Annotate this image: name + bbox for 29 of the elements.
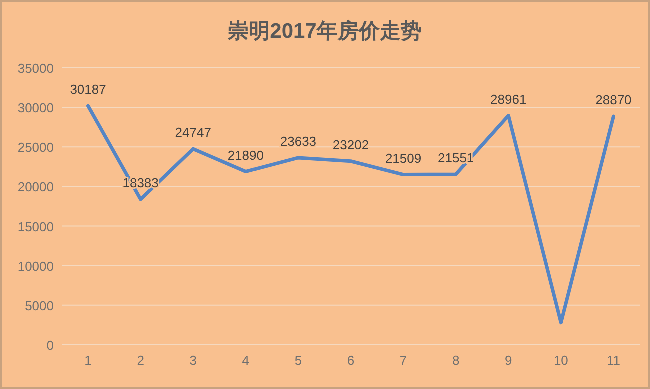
data-label: 28961 <box>490 92 527 107</box>
chart-title: 崇明2017年房价走势 <box>227 19 422 43</box>
data-label: 23202 <box>332 137 370 152</box>
y-tick-label: 30000 <box>18 100 54 116</box>
line-series <box>86 104 616 325</box>
x-tick-label: 5 <box>294 353 302 368</box>
y-tick-label: 0 <box>46 338 54 353</box>
x-tick-label: 1 <box>84 353 92 368</box>
y-tick-label: 25000 <box>18 140 54 156</box>
x-tick-label: 10 <box>554 353 568 368</box>
y-tick-label: 10000 <box>18 258 54 274</box>
data-label: 23633 <box>280 134 317 149</box>
x-tick-label: 11 <box>606 353 620 368</box>
y-tick-label: 15000 <box>18 219 54 234</box>
x-tick-label: 8 <box>452 353 460 368</box>
y-tick-label: 35000 <box>18 61 54 76</box>
x-tick-label: 6 <box>347 353 355 368</box>
data-label: 21509 <box>385 150 422 166</box>
y-tick-label: 5000 <box>25 298 54 314</box>
data-label: 28870 <box>596 92 632 108</box>
x-tick-label: 2 <box>137 353 144 368</box>
data-label: 24747 <box>175 125 212 140</box>
data-label: 21890 <box>228 148 264 163</box>
y-tick-label: 20000 <box>18 180 54 195</box>
x-tick-label: 9 <box>505 353 512 368</box>
x-tick-label: 4 <box>242 353 250 368</box>
data-label: 30187 <box>70 82 106 98</box>
x-tick-label: 7 <box>400 353 408 368</box>
x-tick-label: 3 <box>190 353 197 368</box>
